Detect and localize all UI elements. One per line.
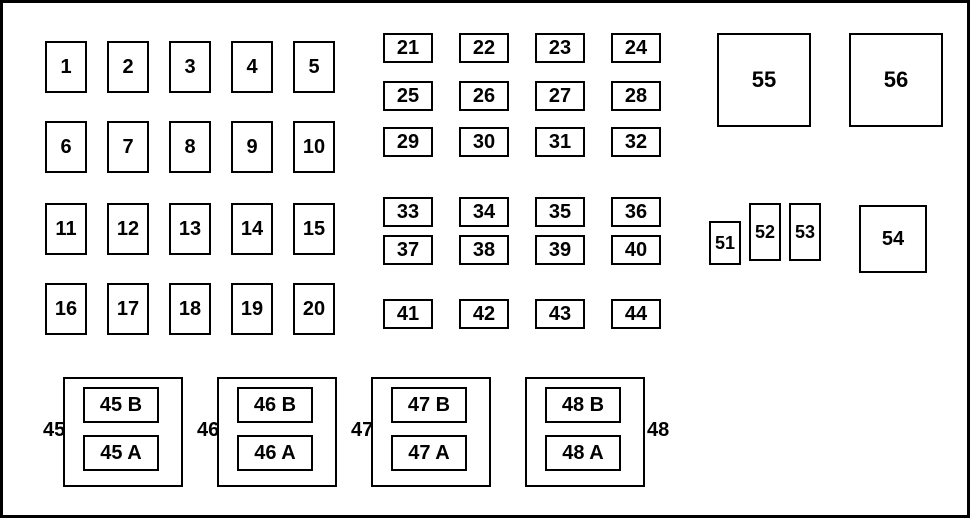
- fuse-35: 35: [535, 197, 585, 227]
- fuse-46B: 46 B: [237, 387, 313, 423]
- fuse-1: 1: [45, 41, 87, 93]
- fuse-4: 4: [231, 41, 273, 93]
- fuse-group-label-45: 45: [43, 419, 65, 442]
- fuse-51: 51: [709, 221, 741, 265]
- fuse-53: 53: [789, 203, 821, 261]
- fuse-27: 27: [535, 81, 585, 111]
- fuse-panel: 1234567891011121314151617181920212223242…: [0, 0, 970, 518]
- fuse-13: 13: [169, 203, 211, 255]
- fuse-3: 3: [169, 41, 211, 93]
- fuse-52: 52: [749, 203, 781, 261]
- fuse-12: 12: [107, 203, 149, 255]
- fuse-15: 15: [293, 203, 335, 255]
- fuse-17: 17: [107, 283, 149, 335]
- fuse-47A: 47 A: [391, 435, 467, 471]
- fuse-8: 8: [169, 121, 211, 173]
- fuse-30: 30: [459, 127, 509, 157]
- fuse-45B: 45 B: [83, 387, 159, 423]
- fuse-23: 23: [535, 33, 585, 63]
- fuse-2: 2: [107, 41, 149, 93]
- fuse-28: 28: [611, 81, 661, 111]
- fuse-31: 31: [535, 127, 585, 157]
- fuse-56: 56: [849, 33, 943, 127]
- fuse-5: 5: [293, 41, 335, 93]
- fuse-40: 40: [611, 235, 661, 265]
- fuse-9: 9: [231, 121, 273, 173]
- fuse-34: 34: [459, 197, 509, 227]
- fuse-55: 55: [717, 33, 811, 127]
- fuse-47B: 47 B: [391, 387, 467, 423]
- fuse-group-label-48: 48: [647, 419, 669, 442]
- fuse-7: 7: [107, 121, 149, 173]
- fuse-14: 14: [231, 203, 273, 255]
- fuse-25: 25: [383, 81, 433, 111]
- fuse-29: 29: [383, 127, 433, 157]
- fuse-45A: 45 A: [83, 435, 159, 471]
- fuse-38: 38: [459, 235, 509, 265]
- fuse-44: 44: [611, 299, 661, 329]
- fuse-37: 37: [383, 235, 433, 265]
- fuse-18: 18: [169, 283, 211, 335]
- fuse-group-label-47: 47: [351, 419, 373, 442]
- fuse-21: 21: [383, 33, 433, 63]
- fuse-10: 10: [293, 121, 335, 173]
- fuse-24: 24: [611, 33, 661, 63]
- fuse-16: 16: [45, 283, 87, 335]
- fuse-group-label-46: 46: [197, 419, 219, 442]
- fuse-33: 33: [383, 197, 433, 227]
- fuse-48B: 48 B: [545, 387, 621, 423]
- fuse-22: 22: [459, 33, 509, 63]
- fuse-20: 20: [293, 283, 335, 335]
- fuse-43: 43: [535, 299, 585, 329]
- fuse-19: 19: [231, 283, 273, 335]
- fuse-11: 11: [45, 203, 87, 255]
- fuse-46A: 46 A: [237, 435, 313, 471]
- fuse-36: 36: [611, 197, 661, 227]
- fuse-42: 42: [459, 299, 509, 329]
- fuse-41: 41: [383, 299, 433, 329]
- fuse-6: 6: [45, 121, 87, 173]
- fuse-48A: 48 A: [545, 435, 621, 471]
- fuse-26: 26: [459, 81, 509, 111]
- fuse-54: 54: [859, 205, 927, 273]
- fuse-39: 39: [535, 235, 585, 265]
- fuse-32: 32: [611, 127, 661, 157]
